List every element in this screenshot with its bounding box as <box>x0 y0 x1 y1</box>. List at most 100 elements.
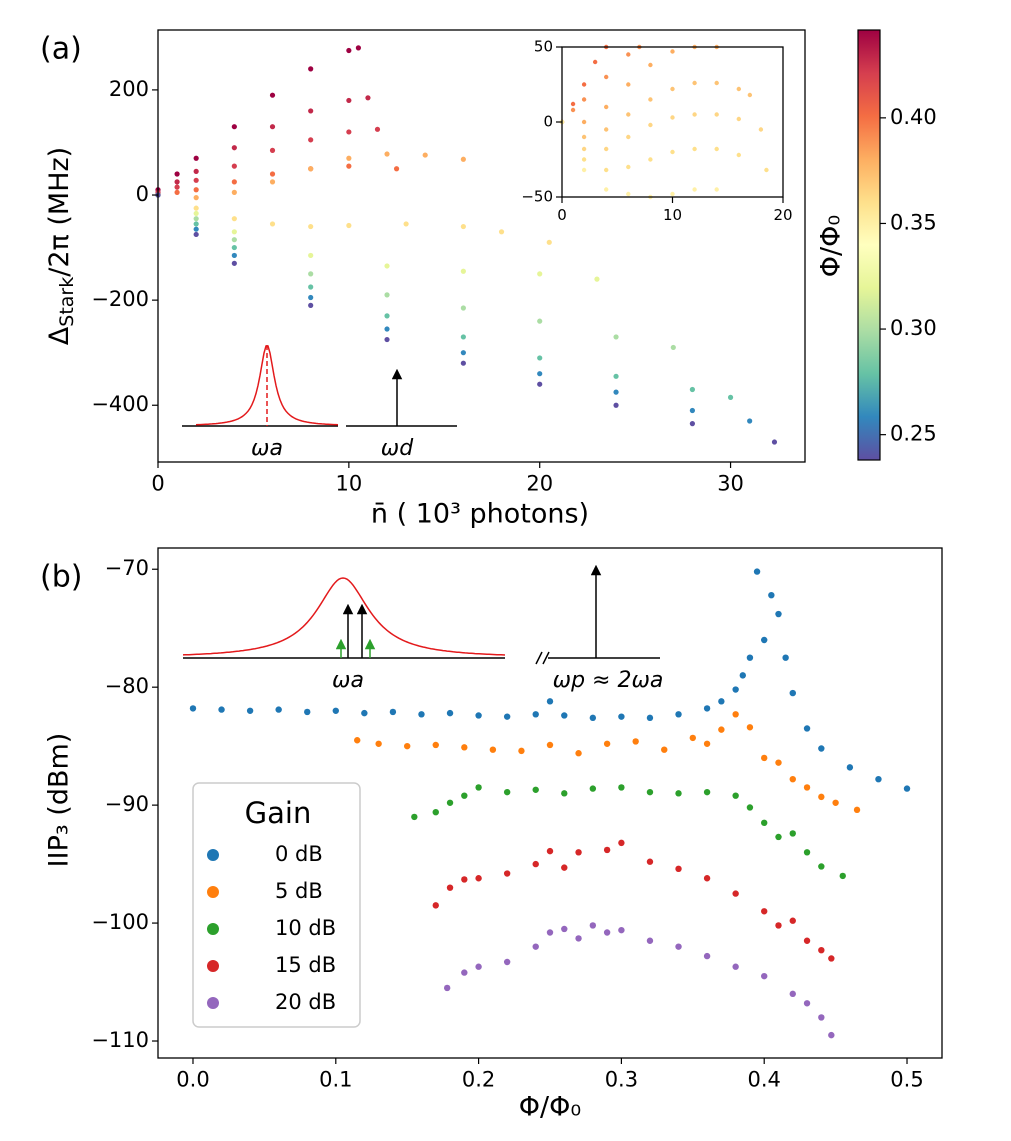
data-point <box>570 107 576 113</box>
data-point <box>308 302 314 308</box>
data-point <box>581 167 587 173</box>
data-point <box>581 82 587 87</box>
colorbar-tick-label: 0.25 <box>890 422 937 446</box>
data-point <box>308 166 314 172</box>
axes-frame <box>157 547 943 1059</box>
data-point <box>355 45 361 51</box>
data-point <box>304 708 311 716</box>
legend-label: 0 dB <box>275 842 323 866</box>
data-point <box>739 672 746 679</box>
legend-label: 10 dB <box>275 916 336 940</box>
data-point <box>775 610 782 618</box>
data-point <box>193 155 199 161</box>
data-point <box>718 726 725 733</box>
data-point <box>746 654 754 661</box>
data-point <box>308 137 314 143</box>
data-point <box>803 784 811 791</box>
data-point <box>346 163 352 169</box>
data-point <box>646 937 654 944</box>
legend-label: 20 dB <box>275 990 336 1014</box>
data-point <box>246 707 254 714</box>
data-point <box>503 958 511 966</box>
data-point <box>789 775 796 783</box>
data-point <box>764 167 769 173</box>
x-tick-label: 0.4 <box>748 1068 781 1092</box>
data-point <box>604 104 609 110</box>
data-point <box>411 813 418 821</box>
data-point <box>626 191 631 197</box>
colorbar-tick-label: 0.40 <box>890 105 937 129</box>
x-tick-label: 0.2 <box>462 1068 495 1092</box>
data-point <box>846 764 854 771</box>
data-point <box>828 1031 835 1039</box>
data-point <box>231 252 237 259</box>
data-point <box>432 741 439 749</box>
y-tick-label: −100 <box>91 910 149 934</box>
data-point <box>703 740 711 747</box>
data-point <box>218 706 225 713</box>
data-point <box>403 742 411 750</box>
y-label-part: Stark <box>56 277 78 327</box>
data-point <box>626 52 631 57</box>
data-point <box>365 95 371 101</box>
data-point <box>193 195 199 201</box>
data-point <box>231 260 237 266</box>
data-point <box>231 124 237 130</box>
data-point <box>475 963 482 970</box>
y-tick-label: −110 <box>91 1028 149 1052</box>
plot <box>189 568 911 1039</box>
data-point <box>308 294 314 301</box>
data-point <box>389 708 397 716</box>
data-point <box>461 744 468 751</box>
data-point <box>703 875 711 882</box>
data-point <box>460 268 466 274</box>
data-point <box>561 925 568 933</box>
data-point <box>689 407 695 414</box>
x-tick-label: 30 <box>717 472 744 496</box>
data-point <box>174 179 180 185</box>
data-point <box>384 326 390 332</box>
data-point <box>346 155 352 161</box>
data-point <box>189 705 197 712</box>
data-point <box>675 790 682 797</box>
data-point <box>432 808 439 816</box>
x-tick-label: 0.1 <box>319 1068 352 1092</box>
data-point <box>174 184 180 190</box>
data-point <box>193 187 199 193</box>
data-point <box>670 86 675 92</box>
data-point <box>832 799 839 806</box>
data-point <box>532 786 539 793</box>
data-point <box>581 97 587 102</box>
data-point <box>460 156 466 162</box>
data-point <box>692 112 697 117</box>
data-point <box>269 124 276 130</box>
data-point <box>618 784 625 791</box>
data-point <box>432 902 439 909</box>
data-point <box>174 189 180 195</box>
data-point <box>746 804 754 811</box>
data-point <box>803 849 811 856</box>
data-point <box>193 231 199 238</box>
legend-marker <box>207 886 219 898</box>
colorbar <box>857 29 881 461</box>
data-point <box>875 775 882 783</box>
data-point <box>231 216 237 222</box>
data-point <box>613 402 619 408</box>
data-point <box>718 698 725 705</box>
data-point <box>498 229 505 235</box>
legend-label: 5 dB <box>275 879 323 903</box>
data-point <box>275 706 282 713</box>
data-point <box>692 146 697 152</box>
data-point <box>532 943 539 950</box>
data-point <box>503 870 511 877</box>
data-point <box>692 187 697 192</box>
legend-title: Gain <box>245 796 312 830</box>
data-point <box>231 179 237 185</box>
data-point <box>537 271 543 277</box>
data-point <box>193 168 199 174</box>
data-point <box>561 790 568 797</box>
data-point <box>714 187 719 192</box>
x-tick-label: 0.3 <box>605 1068 638 1092</box>
data-point <box>803 1000 811 1007</box>
